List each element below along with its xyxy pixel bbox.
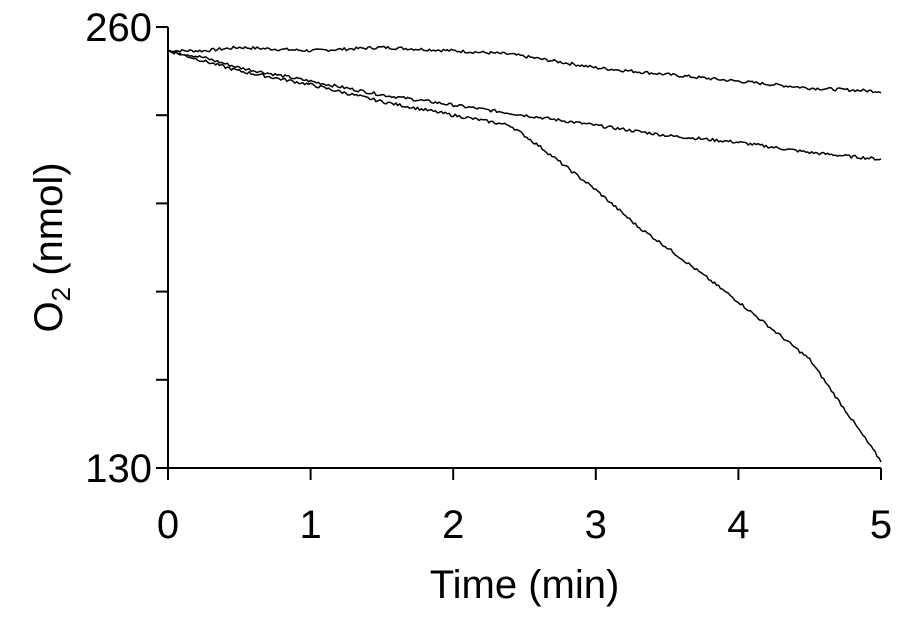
y-ticks: 130 260 [85, 6, 168, 491]
y-axis-title-rest: (nmol) [27, 162, 71, 286]
series-line-2 [167, 50, 882, 161]
x-tick-label: 5 [870, 503, 892, 547]
y-tick-label: 130 [85, 447, 152, 491]
plot-area [167, 45, 882, 463]
x-tick-label: 4 [727, 503, 749, 547]
y-axis-title-subscript: 2 [46, 287, 76, 301]
y-axis-title-base: O [27, 301, 71, 332]
x-tick-label: 0 [157, 503, 179, 547]
x-axis-title: Time (min) [430, 563, 620, 607]
x-tick-label: 2 [442, 503, 464, 547]
y-tick-label: 260 [85, 6, 152, 50]
y-axis-title: O2 (nmol) [27, 162, 76, 332]
series-line-3 [167, 49, 882, 463]
series-line-1 [167, 45, 882, 94]
x-tick-label: 1 [299, 503, 321, 547]
x-tick-label: 3 [585, 503, 607, 547]
x-ticks: 0 1 2 3 4 5 [157, 468, 892, 547]
